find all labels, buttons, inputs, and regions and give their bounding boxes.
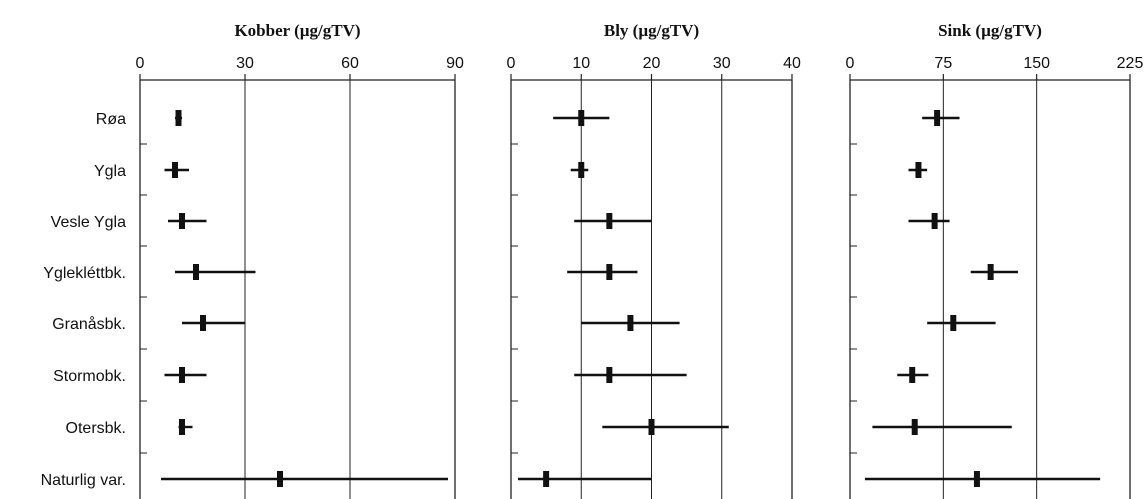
x-tick-label: 10 xyxy=(572,55,590,72)
category-label: Yglekléttbk. xyxy=(43,265,126,282)
center-marker xyxy=(934,110,941,126)
center-marker xyxy=(578,110,585,126)
center-marker xyxy=(175,110,182,126)
center-marker xyxy=(543,471,550,487)
category-label: Vesle Ygla xyxy=(51,214,126,231)
x-tick-label: 75 xyxy=(934,55,952,72)
center-marker xyxy=(193,264,199,280)
center-marker xyxy=(578,162,585,178)
x-tick-label: 90 xyxy=(446,55,464,72)
center-marker xyxy=(915,162,922,178)
x-tick-label: 40 xyxy=(783,55,801,72)
panel: Sink (µg/gTV) 0 75 150 225 xyxy=(846,21,1144,499)
panel: Kobber (µg/gTV) 0 30 60 90 xyxy=(136,21,464,499)
x-tick-label: 0 xyxy=(846,55,855,72)
center-marker xyxy=(200,315,206,331)
panel-title: Kobber (µg/gTV) xyxy=(234,21,360,40)
x-tick-label: 20 xyxy=(643,55,661,72)
center-marker xyxy=(606,367,613,383)
category-label: Naturlig var. xyxy=(41,472,126,489)
category-label: Røa xyxy=(96,111,126,128)
panels: Kobber (µg/gTV) 0 30 60 90 Bly (µg/gTV) 0 10 20 3… xyxy=(136,21,1144,499)
category-label: Ygla xyxy=(94,163,126,180)
x-tick-label: 30 xyxy=(236,55,254,72)
center-marker xyxy=(950,315,957,331)
panel-title: Sink (µg/gTV) xyxy=(938,21,1042,40)
center-marker xyxy=(606,213,613,229)
x-tick-label: 225 xyxy=(1117,55,1144,72)
center-marker xyxy=(931,213,938,229)
center-marker xyxy=(911,419,918,435)
x-tick-label: 0 xyxy=(136,55,145,72)
center-marker xyxy=(909,367,916,383)
category-label: Granåsbk. xyxy=(52,315,126,333)
center-marker xyxy=(987,264,994,280)
x-tick-label: 60 xyxy=(341,55,359,72)
center-marker xyxy=(973,471,980,487)
center-marker xyxy=(648,419,655,435)
x-tick-label: 30 xyxy=(713,55,731,72)
center-marker xyxy=(172,162,178,178)
center-marker xyxy=(179,213,185,229)
category-label: Stormobk. xyxy=(53,368,126,385)
panel: Bly (µg/gTV) 0 10 20 30 40 xyxy=(507,21,801,499)
category-label: Otersbk. xyxy=(66,420,126,437)
center-marker xyxy=(179,367,185,383)
center-marker xyxy=(277,471,283,487)
center-marker xyxy=(627,315,634,331)
x-tick-label: 150 xyxy=(1023,55,1050,72)
x-tick-label: 0 xyxy=(507,55,516,72)
center-marker xyxy=(606,264,613,280)
panel-title: Bly (µg/gTV) xyxy=(604,21,699,40)
site-labels: Røa Ygla Vesle Ygla Yglekléttbk. Granåsbk. St… xyxy=(41,111,126,489)
center-marker xyxy=(179,419,185,435)
